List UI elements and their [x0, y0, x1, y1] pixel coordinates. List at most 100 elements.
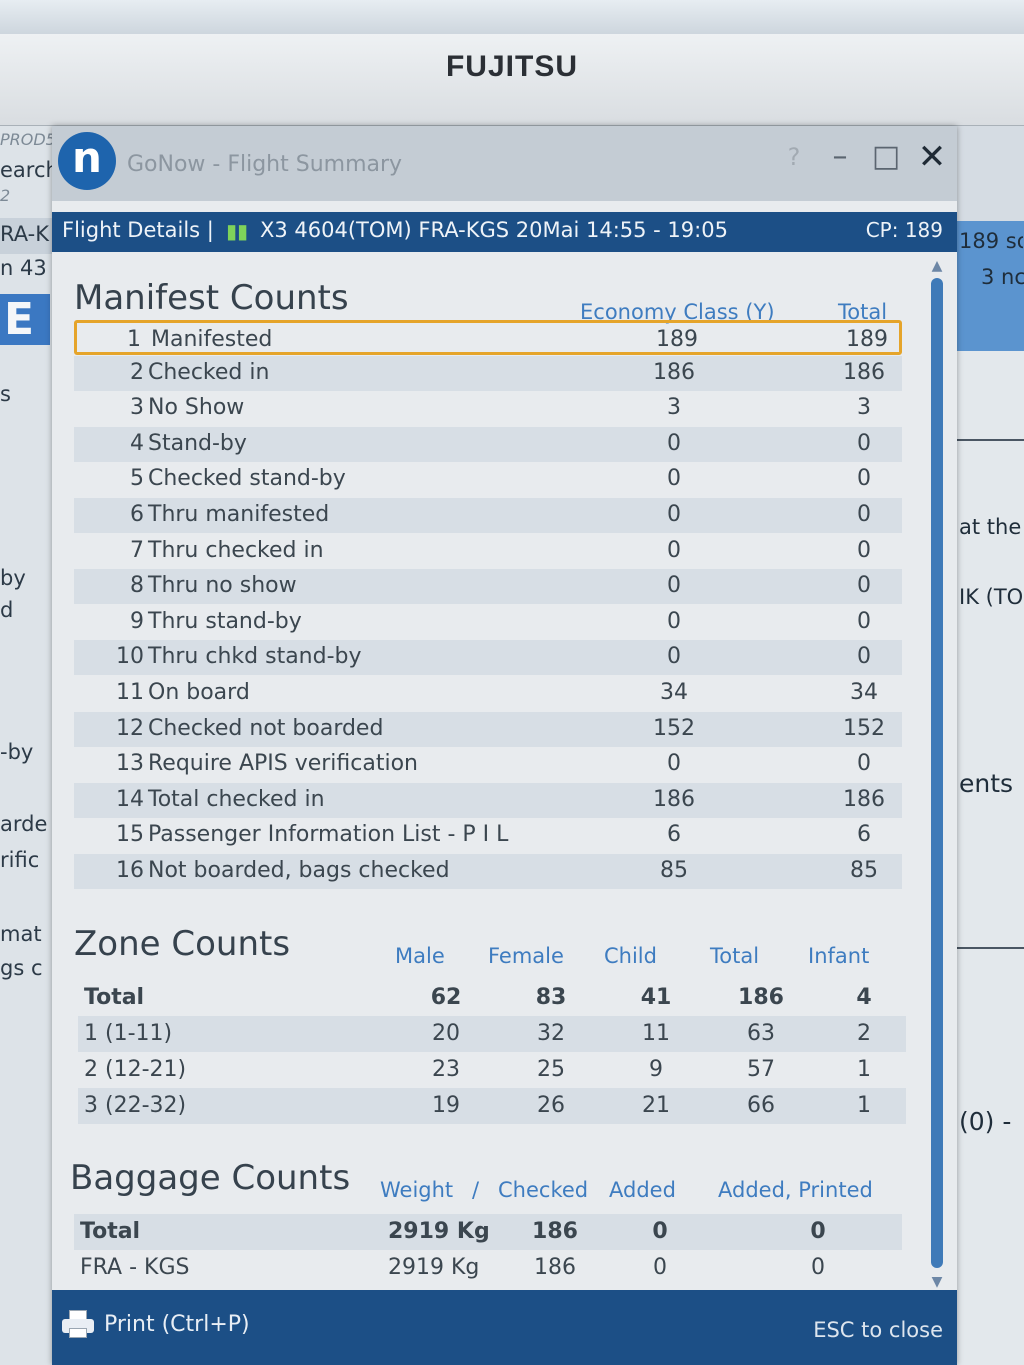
zone-row-male: 62: [430, 985, 462, 1010]
baggage-row-added-printed: 0: [811, 1255, 825, 1280]
zone-row-total: 57: [747, 1057, 775, 1082]
manifest-row-label: Thru manifested: [148, 502, 330, 527]
breadcrumb: Flight Details |: [62, 218, 214, 242]
zone-row[interactable]: 3 (22-32) 19 26 21 66 1: [78, 1088, 906, 1124]
manifest-row-economy: 0: [667, 537, 681, 563]
bg-fragment: PROD5: [0, 130, 56, 149]
manifest-row-total: 0: [857, 502, 871, 527]
manifest-row-total: 0: [857, 466, 871, 492]
zone-row[interactable]: Total 62 83 41 186 4: [78, 980, 906, 1016]
manifest-row[interactable]: 8 Thru no show 0 0: [74, 569, 902, 605]
manifest-row-economy: 186: [653, 359, 695, 385]
manifest-row-number: 16: [116, 858, 144, 883]
maximize-button[interactable]: □: [871, 139, 901, 174]
manifest-row-number: 11: [116, 680, 144, 705]
help-button[interactable]: ?: [787, 143, 801, 171]
background-app-right: 189 so 3 nc at the IK (TO ents ( (0) -: [955, 221, 1024, 1365]
bg-fragment: -by: [0, 740, 34, 764]
manifest-row-economy: 0: [667, 608, 681, 634]
monitor-bezel: [0, 34, 1024, 126]
manifest-row[interactable]: 7 Thru checked in 0 0: [74, 534, 902, 569]
manifest-row-label: On board: [148, 680, 250, 705]
manifest-row[interactable]: 16 Not boarded, bags checked 85 85: [74, 854, 902, 889]
manifest-row-label: Checked not boarded: [148, 715, 384, 741]
manifest-row-label: Thru stand-by: [148, 608, 302, 634]
bg-fragment: RA-K: [0, 222, 49, 246]
manifest-row-economy: 0: [667, 430, 681, 456]
manifest-row-number: 15: [116, 822, 144, 848]
baggage-row[interactable]: FRA - KGS 2919 Kg 186 0 0: [74, 1250, 902, 1286]
summary-content: Manifest Counts Economy Class (Y) Total …: [52, 252, 927, 1292]
zone-row-child: 11: [642, 1021, 670, 1046]
zone-row-male: 20: [432, 1021, 460, 1046]
manifest-row[interactable]: 5 Checked stand-by 0 0: [74, 462, 902, 497]
scroll-up-arrow-icon[interactable]: ▲: [931, 258, 943, 274]
manifest-row-economy: 0: [667, 644, 681, 670]
app-logo-icon: n: [58, 132, 116, 190]
manifest-row-label: Thru chkd stand-by: [148, 644, 362, 670]
flight-details-header: Flight Details | ▮▮ X3 4604(TOM) FRA-KGS…: [52, 212, 957, 252]
vertical-scrollbar[interactable]: ▲ ▼: [928, 258, 946, 1290]
manifest-row-label: Stand-by: [148, 430, 247, 456]
dialog-footer: Print (Ctrl+P) ESC to close: [52, 1290, 957, 1365]
manifest-row-number: 3: [130, 395, 144, 421]
baggage-row-added-printed: 0: [810, 1219, 826, 1244]
bg-fragment: 189 so: [959, 229, 1023, 253]
manifest-row-total: 0: [857, 608, 871, 634]
print-button[interactable]: Print (Ctrl+P): [62, 1310, 250, 1338]
scrollbar-thumb[interactable]: [931, 278, 943, 1268]
manifest-row-label: Not boarded, bags checked: [148, 858, 450, 883]
manifest-row-number: 4: [130, 430, 144, 456]
zone-row-female: 25: [537, 1057, 565, 1082]
manifest-row[interactable]: 14 Total checked in 186 186: [74, 782, 902, 818]
manifest-row-total: 0: [857, 751, 871, 777]
zone-row-total: 186: [738, 985, 784, 1010]
bg-fragment: rific: [0, 848, 40, 872]
baggage-row[interactable]: Total 2919 Kg 186 0 0: [74, 1214, 902, 1250]
window-titlebar[interactable]: n GoNow - Flight Summary ? – □ ✕: [52, 126, 957, 201]
manifest-row-label: Checked in: [148, 359, 270, 385]
bg-fragment: d: [0, 598, 14, 622]
background-app-left: PROD5 earch 2 RA-K n 43 E s by d -by ard…: [0, 126, 60, 1365]
baggage-row-label: Total: [80, 1219, 141, 1244]
manifest-row[interactable]: 15 Passenger Information List - P I L 6 6: [74, 818, 902, 853]
manifest-row-label: Require APIS verification: [148, 751, 418, 777]
manifest-row[interactable]: 6 Thru manifested 0 0: [74, 498, 902, 533]
bg-fragment: IK (TO: [959, 585, 1023, 609]
baggage-row-added: 0: [652, 1219, 668, 1244]
zone-row-female: 83: [535, 985, 567, 1010]
minimize-button[interactable]: –: [832, 139, 848, 174]
zone-row-child: 21: [642, 1093, 670, 1118]
manifest-row[interactable]: 13 Require APIS verification 0 0: [74, 747, 902, 782]
zone-row[interactable]: 2 (12-21) 23 25 9 57 1: [78, 1052, 906, 1088]
zone-row-female: 26: [537, 1093, 565, 1118]
baggage-col-weight: Weight: [380, 1178, 454, 1202]
manifest-row[interactable]: 2 Checked in 186 186: [74, 355, 902, 391]
window-controls: ? – □ ✕: [779, 137, 947, 177]
scroll-down-arrow-icon[interactable]: ▼: [931, 1274, 943, 1290]
close-button[interactable]: ✕: [917, 137, 947, 177]
zone-section-title: Zone Counts: [74, 924, 291, 964]
manifest-row[interactable]: 12 Checked not boarded 152 152: [74, 711, 902, 747]
manifest-row[interactable]: 1 Manifested 189 189: [74, 320, 902, 355]
zone-row[interactable]: 1 (1-11) 20 32 11 63 2: [78, 1016, 906, 1052]
manifest-row[interactable]: 4 Stand-by 0 0: [74, 426, 902, 462]
zone-row-label: Total: [84, 985, 145, 1010]
zone-col-male: Male: [395, 944, 445, 968]
manifest-row[interactable]: 9 Thru stand-by 0 0: [74, 605, 902, 640]
ceiling-background: [0, 0, 1024, 40]
monitor-brand-logo: FUJITSU: [445, 50, 578, 83]
manifest-row-economy: 0: [667, 466, 681, 492]
manifest-row-total: 186: [843, 786, 885, 812]
manifest-row-total: 0: [857, 430, 871, 456]
manifest-row[interactable]: 10 Thru chkd stand-by 0 0: [74, 640, 902, 676]
baggage-col-checked: Checked: [498, 1178, 589, 1202]
window-title: GoNow - Flight Summary: [127, 152, 403, 177]
zone-col-infant: Infant: [808, 944, 870, 968]
print-button-label: Print (Ctrl+P): [104, 1311, 250, 1337]
manifest-row[interactable]: 3 No Show 3 3: [74, 391, 902, 426]
bg-fragment: (0) -: [959, 1107, 1012, 1136]
manifest-row[interactable]: 11 On board 34 34: [74, 676, 902, 711]
zone-col-total: Total: [710, 944, 760, 968]
manifest-row-total: 34: [850, 680, 878, 705]
